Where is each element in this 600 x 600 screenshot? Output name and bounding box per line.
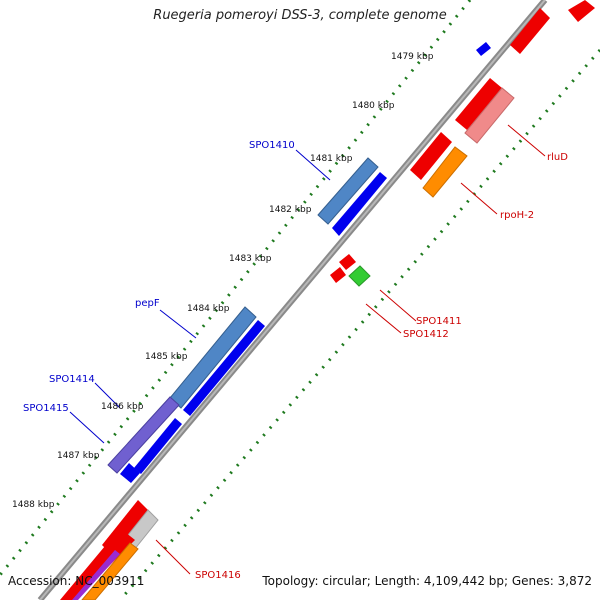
gene-label-SPO1415[interactable]: SPO1415 [23,403,69,414]
gene-labels: SPO1410 pepF SPO1414 SPO1415 rluD rpoH-2… [23,140,568,581]
feature-SPO1412[interactable] [348,265,371,287]
kbp-labels: 1479 kbp 1480 kbp 1481 kbp 1482 kbp 1483… [12,52,434,510]
topology-text: Topology: circular; Length: 4,109,442 bp… [262,574,592,588]
map-title: Ruegeria pomeroyi DSS-3, complete genome [153,8,447,23]
gene-bottom-1[interactable] [60,528,135,600]
feature-bottom-orange[interactable] [81,542,139,600]
gene-SPO1411[interactable] [330,267,346,283]
kbp-label-1487: 1487 kbp [57,451,100,461]
gene-top-2[interactable] [568,0,595,22]
gene-arrow-1479[interactable] [476,42,491,56]
gene-SPO1410[interactable] [332,172,387,236]
gene-label-SPO1416[interactable]: SPO1416 [195,570,241,581]
gene-label-SPO1410[interactable]: SPO1410 [249,140,295,151]
kbp-label-1483: 1483 kbp [229,254,272,264]
gene-SPO1414[interactable] [134,418,182,474]
kbp-label-1479: 1479 kbp [391,52,434,62]
feature-bottom-purple[interactable] [72,550,120,600]
kbp-label-1485: 1485 kbp [145,352,188,362]
gene-label-SPO1411[interactable]: SPO1411 [416,316,462,327]
kbp-label-1486: 1486 kbp [101,402,144,412]
gene-label-SPO1412[interactable]: SPO1412 [403,329,449,340]
gene-mid-1[interactable] [455,78,502,130]
feature-rpoH-2[interactable] [422,146,468,198]
gene-SPO1411-b[interactable] [339,254,356,270]
gene-label-SPO1414[interactable]: SPO1414 [49,374,95,385]
kbp-label-1481: 1481 kbp [310,154,353,164]
gene-rluD[interactable] [410,132,452,180]
accession-text: Accession: NC_003911 [8,574,145,588]
gene-label-pepF[interactable]: pepF [135,298,160,309]
gene-pepF[interactable] [183,320,265,416]
gene-label-rpoH-2[interactable]: rpoH-2 [500,210,534,221]
kbp-label-1484: 1484 kbp [187,304,230,314]
forward-strand-features [107,42,491,483]
gene-SPO1415[interactable] [120,463,140,483]
gene-top-1[interactable] [510,8,550,54]
kbp-label-1482: 1482 kbp [269,205,312,215]
inner-tick-track [118,49,600,600]
gene-label-rluD[interactable]: rluD [547,152,568,163]
label-leaders [69,124,546,575]
feature-SPO1410[interactable] [317,157,379,225]
outer-tick-track [0,0,472,576]
feature-rluD[interactable] [464,87,515,144]
feature-SPO1414[interactable] [107,396,180,474]
kbp-label-1480: 1480 kbp [352,101,395,111]
reverse-strand-features [60,0,595,600]
genome-backbone [37,0,548,600]
kbp-label-1488: 1488 kbp [12,500,55,510]
